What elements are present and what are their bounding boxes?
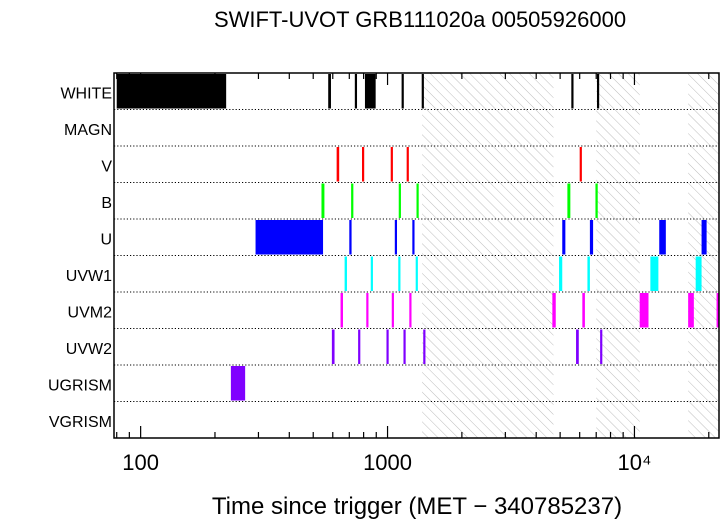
exposure-bar bbox=[416, 183, 419, 218]
exposure-bar bbox=[354, 74, 358, 109]
filter-label: MAGN bbox=[64, 122, 112, 139]
filter-label: UVW1 bbox=[66, 268, 112, 285]
exposure-bar bbox=[328, 74, 331, 109]
exposure-bar bbox=[595, 183, 598, 218]
exposure-bar bbox=[589, 220, 594, 255]
exposure-bar bbox=[559, 256, 563, 291]
exposure-bar bbox=[695, 256, 702, 291]
filter-label: WHITE bbox=[60, 85, 112, 102]
x-tick-label: 100 bbox=[122, 450, 159, 475]
exposure-bar bbox=[391, 293, 394, 328]
exposure-bar bbox=[364, 74, 376, 109]
exposure-bar bbox=[409, 293, 412, 328]
filter-label: UVM2 bbox=[68, 304, 113, 321]
exposure-bar bbox=[582, 293, 585, 328]
exposure-bar bbox=[340, 293, 343, 328]
chart-title: SWIFT-UVOT GRB111020a 00505926000 bbox=[214, 7, 626, 32]
x-tick-label: 10⁴ bbox=[617, 450, 651, 475]
exposure-bar bbox=[579, 147, 582, 182]
exposure-bar bbox=[406, 147, 409, 182]
exposure-bar bbox=[688, 293, 694, 328]
exposure-bar bbox=[331, 329, 335, 364]
exposure-bar bbox=[423, 329, 426, 364]
x-tick-label: 1000 bbox=[363, 450, 412, 475]
exposure-bar bbox=[650, 256, 659, 291]
exposure-bar bbox=[567, 183, 571, 218]
exposure-bar bbox=[403, 329, 406, 364]
exposure-bar bbox=[336, 147, 340, 182]
filter-label: U bbox=[100, 231, 112, 248]
exposure-bar bbox=[398, 256, 401, 291]
exposure-bar bbox=[386, 329, 389, 364]
exposure-bar bbox=[571, 74, 574, 109]
exposure-bar bbox=[562, 220, 566, 255]
exposure-bar bbox=[401, 74, 404, 109]
exposure-bar bbox=[412, 220, 415, 255]
exposure-bar bbox=[639, 293, 649, 328]
x-axis-ticks: 100 1000 10⁴ bbox=[116, 73, 710, 475]
x-axis-label: Time since trigger (MET − 340785237) bbox=[212, 493, 622, 520]
exposure-bar bbox=[361, 147, 365, 182]
exposure-bar bbox=[398, 183, 401, 218]
exposure-bar bbox=[349, 220, 352, 255]
exposure-bar bbox=[116, 74, 227, 109]
filter-label: B bbox=[101, 195, 112, 212]
exposure-bar bbox=[552, 293, 556, 328]
exposure-bar bbox=[587, 256, 590, 291]
exposure-bar bbox=[344, 256, 347, 291]
exposure-bar bbox=[421, 74, 424, 109]
filter-label: UVW2 bbox=[66, 341, 112, 358]
exposure-bar bbox=[394, 220, 398, 255]
filter-label: UGRISM bbox=[48, 377, 112, 394]
exposure-bar bbox=[370, 256, 373, 291]
exposure-bar bbox=[255, 220, 324, 255]
exposure-bar bbox=[716, 293, 719, 328]
filter-label: V bbox=[101, 158, 112, 175]
filter-labels: WHITE MAGN V B U UVW1 UVM2 UVW2 UGRISM VGRISM bbox=[48, 85, 112, 431]
exposure-bar bbox=[576, 329, 579, 364]
exposure-bar bbox=[659, 220, 666, 255]
exposure-bar bbox=[358, 329, 361, 364]
filter-label: VGRISM bbox=[49, 414, 112, 431]
exposure-bars bbox=[116, 74, 719, 401]
exposure-bar bbox=[600, 329, 603, 364]
exposure-bar bbox=[415, 256, 418, 291]
exposure-bar bbox=[701, 220, 707, 255]
exposure-bar bbox=[351, 183, 354, 218]
exposure-bar bbox=[390, 147, 393, 182]
exposure-bar bbox=[366, 293, 369, 328]
exposure-bar bbox=[230, 366, 246, 401]
exposure-bar bbox=[321, 183, 325, 218]
exposure-bar bbox=[596, 74, 600, 109]
plot-frame bbox=[113, 72, 720, 439]
